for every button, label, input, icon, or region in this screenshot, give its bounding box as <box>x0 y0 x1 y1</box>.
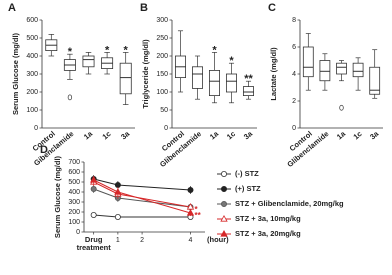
significance: ** <box>194 211 201 220</box>
significance: * <box>68 46 73 58</box>
y-tick-label: 600 <box>26 17 38 24</box>
legend-label: (+) STZ <box>235 184 261 193</box>
legend-marker <box>220 214 228 222</box>
significance: * <box>124 44 129 56</box>
legend-label: STZ + Glibenclamide, 20mg/kg <box>235 199 344 208</box>
y-tick-label: 700 <box>68 159 80 166</box>
y-tick-label: 0 <box>164 125 168 132</box>
box <box>119 62 132 95</box>
y-tick-label: 0 <box>34 125 38 132</box>
x-tick-label: 2 <box>140 237 144 244</box>
x-tick-label: 1a <box>335 129 348 142</box>
y-tick-label: 200 <box>156 53 168 60</box>
panel-letter: A <box>8 2 16 14</box>
y-tick-label: 150 <box>156 71 168 78</box>
significance: * <box>212 44 217 56</box>
marker <box>114 181 121 188</box>
x-tick-label: 1c <box>100 129 112 141</box>
y-tick-label: 300 <box>26 71 38 78</box>
legend-label: STZ + 3a, 10mg/kg <box>235 214 301 223</box>
marker <box>114 187 122 195</box>
x-tick-label: 3a <box>119 129 132 142</box>
y-tick-label: 8 <box>292 17 296 24</box>
y-tick-label: 400 <box>26 53 38 60</box>
x-tick-label: 1a <box>208 129 221 142</box>
significance: ** <box>244 73 253 85</box>
box <box>302 46 314 78</box>
y-tick-label: 2 <box>292 98 296 105</box>
box <box>319 60 331 82</box>
outlier <box>67 94 73 101</box>
marker <box>187 186 194 193</box>
x-tick-label: 1c <box>351 129 363 141</box>
legend-marker <box>220 170 227 177</box>
y-tick-label: 250 <box>156 35 168 42</box>
y-tick-label: 200 <box>68 209 80 216</box>
series-line <box>93 214 191 218</box>
significance: * <box>229 55 234 67</box>
y-axis-label: Triglyceride (mg/dl) <box>141 39 150 109</box>
x-tick-label: 3a <box>368 129 381 142</box>
box <box>242 86 254 96</box>
legend-marker <box>220 200 227 207</box>
y-tick-label: 200 <box>26 89 38 96</box>
panel-letter: B <box>140 2 148 14</box>
y-tick-label: 0 <box>292 125 296 132</box>
panel-letter: C <box>268 2 276 14</box>
y-tick-label: 500 <box>68 179 80 186</box>
legend-label: STZ + 3a, 20mg/kg <box>235 229 301 238</box>
outlier <box>339 104 344 111</box>
y-axis-label: Serum Glucose (mg/dl) <box>11 32 20 115</box>
significance: * <box>194 205 198 214</box>
y-axis-label: Serum Glucose (mg/dl) <box>53 155 62 238</box>
x-unit: (hour) <box>207 235 229 244</box>
box <box>369 66 381 95</box>
legend-marker <box>220 229 228 237</box>
legend-label: (-) STZ <box>235 169 259 178</box>
y-tick-label: 300 <box>156 17 168 24</box>
marker <box>90 185 97 192</box>
x-tick-label: 1 <box>116 237 120 244</box>
marker <box>90 211 97 218</box>
y-tick-label: 300 <box>68 199 80 206</box>
panel-letter: D <box>40 144 48 156</box>
y-tick-label: 500 <box>26 35 38 42</box>
y-axis-label: Lactate (mg/dl) <box>269 47 278 101</box>
box <box>336 62 347 75</box>
y-tick-label: 4 <box>292 71 296 78</box>
x-tick-label: 1a <box>82 129 95 142</box>
y-tick-label: 100 <box>156 89 168 96</box>
y-tick-label: 100 <box>68 219 80 226</box>
series-line <box>93 179 191 214</box>
significance: * <box>105 44 110 56</box>
x-tick-label: 1c <box>225 129 237 141</box>
x-tick-label: 3a <box>242 129 255 142</box>
y-tick-label: 400 <box>68 189 80 196</box>
y-tick-label: 6 <box>292 44 296 51</box>
marker <box>114 213 121 220</box>
box <box>352 62 364 78</box>
x-tick-label: Drug treatment <box>77 235 112 252</box>
y-tick-label: 50 <box>160 107 168 114</box>
x-tick-label: 4 <box>189 237 193 244</box>
legend-marker <box>220 185 227 192</box>
marker <box>90 175 98 183</box>
series-line <box>93 178 191 191</box>
box <box>82 55 95 68</box>
y-tick-label: 600 <box>68 169 80 176</box>
box <box>208 70 220 97</box>
y-tick-label: 0 <box>76 229 80 236</box>
box <box>225 73 237 93</box>
box <box>191 66 203 89</box>
y-tick-label: 100 <box>26 107 38 114</box>
marker <box>186 208 195 216</box>
